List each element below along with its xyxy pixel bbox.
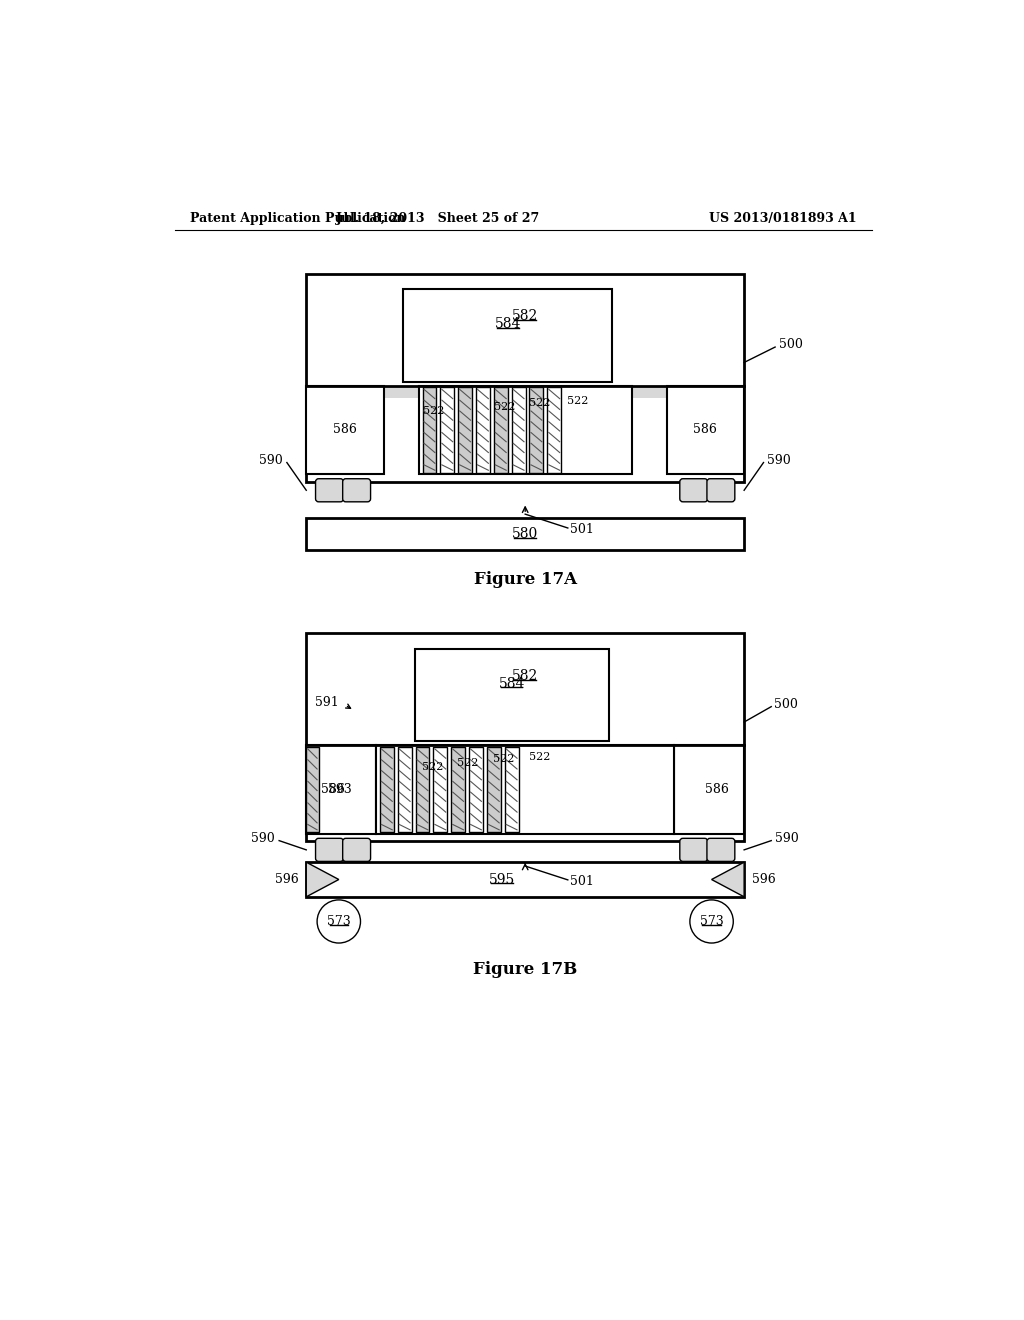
Bar <box>306 517 744 550</box>
Bar <box>306 385 744 397</box>
Text: 522: 522 <box>566 396 588 407</box>
Text: Patent Application Publication: Patent Application Publication <box>190 213 406 224</box>
Bar <box>547 387 561 473</box>
Text: 591: 591 <box>315 696 339 709</box>
Text: 522: 522 <box>494 403 515 412</box>
Text: 501: 501 <box>570 875 594 888</box>
Bar <box>494 387 508 473</box>
Bar <box>380 747 394 832</box>
Bar <box>452 747 465 832</box>
Bar <box>306 744 376 834</box>
Text: 522: 522 <box>493 754 514 764</box>
FancyBboxPatch shape <box>315 838 343 862</box>
Polygon shape <box>306 862 339 896</box>
FancyBboxPatch shape <box>343 838 371 862</box>
FancyBboxPatch shape <box>315 479 343 502</box>
Bar <box>423 387 436 473</box>
Text: 573: 573 <box>327 915 350 928</box>
FancyBboxPatch shape <box>343 479 371 502</box>
Text: 596: 596 <box>752 873 775 886</box>
Bar <box>458 387 472 473</box>
Polygon shape <box>712 862 744 896</box>
Text: 596: 596 <box>274 873 299 886</box>
Text: 522: 522 <box>529 399 551 408</box>
Text: 573: 573 <box>699 915 723 928</box>
Text: 586: 586 <box>693 424 718 437</box>
Text: 590: 590 <box>775 832 799 845</box>
Bar <box>415 649 608 742</box>
Text: 586: 586 <box>706 783 729 796</box>
Text: 500: 500 <box>773 698 798 711</box>
Text: 586: 586 <box>322 783 345 796</box>
Text: 580: 580 <box>512 527 539 541</box>
Text: 595: 595 <box>488 873 515 887</box>
Bar <box>440 387 455 473</box>
Bar <box>306 744 744 758</box>
Text: 586: 586 <box>333 424 357 437</box>
Text: 522: 522 <box>423 407 444 416</box>
Bar <box>675 744 744 834</box>
Bar <box>376 744 675 834</box>
Circle shape <box>317 900 360 942</box>
Text: Figure 17A: Figure 17A <box>474 572 577 589</box>
Bar <box>306 747 318 832</box>
Bar <box>433 747 447 832</box>
Bar <box>416 747 429 832</box>
Text: 501: 501 <box>570 523 594 536</box>
Text: 522: 522 <box>422 762 443 772</box>
Text: 522: 522 <box>458 758 479 768</box>
Bar <box>469 747 483 832</box>
Text: 584: 584 <box>499 677 525 690</box>
Bar <box>486 747 501 832</box>
Text: 500: 500 <box>779 338 803 351</box>
FancyBboxPatch shape <box>707 838 735 862</box>
Bar <box>505 747 518 832</box>
Bar <box>512 387 525 473</box>
Bar <box>403 289 612 381</box>
Text: 590: 590 <box>259 454 283 467</box>
Bar <box>397 747 412 832</box>
FancyBboxPatch shape <box>680 479 708 502</box>
Bar <box>306 385 384 474</box>
FancyBboxPatch shape <box>680 838 708 862</box>
Text: Figure 17B: Figure 17B <box>473 961 578 978</box>
Text: 593: 593 <box>328 783 351 796</box>
Bar <box>306 275 744 482</box>
Text: 590: 590 <box>767 454 792 467</box>
Bar <box>529 387 544 473</box>
FancyBboxPatch shape <box>707 479 735 502</box>
Bar <box>306 634 744 841</box>
Circle shape <box>690 900 733 942</box>
Text: US 2013/0181893 A1: US 2013/0181893 A1 <box>709 213 856 224</box>
Bar <box>667 385 744 474</box>
Text: 582: 582 <box>512 309 539 323</box>
Text: 522: 522 <box>528 751 550 762</box>
Text: Jul. 18, 2013   Sheet 25 of 27: Jul. 18, 2013 Sheet 25 of 27 <box>336 213 540 224</box>
Bar <box>419 385 632 474</box>
Bar <box>306 862 744 896</box>
Text: 584: 584 <box>495 317 521 331</box>
Text: 582: 582 <box>512 669 539 682</box>
Text: 590: 590 <box>252 832 275 845</box>
Bar <box>476 387 489 473</box>
